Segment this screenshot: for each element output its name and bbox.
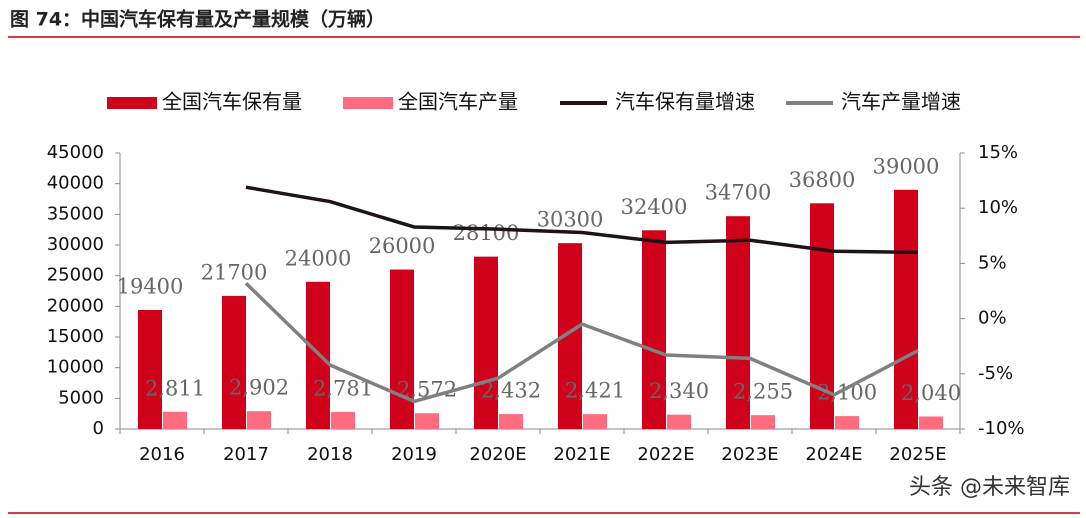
bar: [751, 415, 775, 429]
x-tick-label: 2020E: [469, 444, 526, 465]
y-tick-label: 45000: [47, 142, 104, 163]
bar: [138, 310, 162, 429]
bar: [894, 189, 918, 429]
y-tick-label: 10000: [47, 357, 104, 378]
data-label: 2,340: [649, 379, 709, 403]
legend-swatch: [343, 97, 393, 109]
bar: [222, 295, 246, 429]
x-tick-label: 2024E: [805, 444, 862, 465]
bar: [331, 411, 355, 429]
data-label: 2,421: [565, 379, 625, 403]
data-label: 26000: [369, 234, 436, 258]
x-tick-label: 2021E: [553, 444, 610, 465]
bar: [415, 413, 439, 429]
y-tick-label: 15000: [47, 326, 104, 347]
data-label: 36800: [789, 168, 856, 192]
bar: [583, 414, 607, 429]
bar: [163, 411, 187, 429]
y-tick-label: 40000: [47, 173, 104, 194]
chart-title: 图 74：中国汽车保有量及产量规模（万辆）: [10, 8, 385, 31]
bar: [667, 414, 691, 429]
data-label: 32400: [621, 195, 688, 219]
data-label: 2,902: [229, 376, 289, 400]
bar: [390, 269, 414, 429]
x-tick-label: 2017: [223, 444, 269, 465]
bar: [247, 411, 271, 429]
line-series: [245, 185, 919, 255]
data-label: 2,040: [901, 381, 961, 405]
bar: [835, 416, 859, 429]
data-label: 2,255: [733, 380, 793, 404]
bar: [919, 416, 943, 429]
legend-label: 全国汽车产量: [398, 90, 518, 114]
legend-label: 汽车保有量增速: [615, 90, 755, 114]
bar: [726, 216, 750, 429]
x-tick-label: 2023E: [721, 444, 778, 465]
y2-tick-label: 5%: [978, 252, 1007, 273]
x-tick-label: 2016: [139, 444, 185, 465]
y-tick-label: 25000: [47, 265, 104, 286]
data-label: 30300: [537, 208, 604, 232]
y-tick-label: 35000: [47, 203, 104, 224]
x-tick-label: 2025E: [889, 444, 946, 465]
line-series: [244, 282, 919, 404]
y-tick-label: 0: [93, 418, 104, 439]
y-tick-label: 5000: [58, 387, 104, 408]
x-tick-label: 2019: [391, 444, 437, 465]
bar: [499, 414, 523, 429]
data-label: 28100: [453, 221, 520, 245]
data-label: 2,811: [145, 376, 205, 400]
watermark: 头条 @未来智库: [909, 475, 1070, 500]
x-tick-label: 2022E: [637, 444, 694, 465]
bar: [642, 230, 666, 429]
data-label: 19400: [117, 275, 184, 299]
y2-tick-label: -10%: [978, 418, 1025, 439]
legend-label: 汽车产量增速: [841, 90, 961, 114]
data-label: 24000: [285, 246, 352, 270]
data-label: 34700: [705, 181, 772, 205]
y2-tick-label: 10%: [978, 197, 1018, 218]
y-tick-label: 30000: [47, 234, 104, 255]
legend-label: 全国汽车保有量: [162, 90, 302, 114]
y2-tick-label: 0%: [978, 308, 1007, 329]
x-tick-label: 2018: [307, 444, 353, 465]
y2-tick-label: 15%: [978, 142, 1018, 163]
bar: [474, 256, 498, 429]
y2-tick-label: -5%: [978, 363, 1013, 384]
y-tick-label: 20000: [47, 295, 104, 316]
data-label: 39000: [873, 154, 940, 178]
data-label: 21700: [201, 260, 268, 284]
data-label: 2,432: [481, 379, 541, 403]
legend-swatch: [107, 97, 157, 109]
